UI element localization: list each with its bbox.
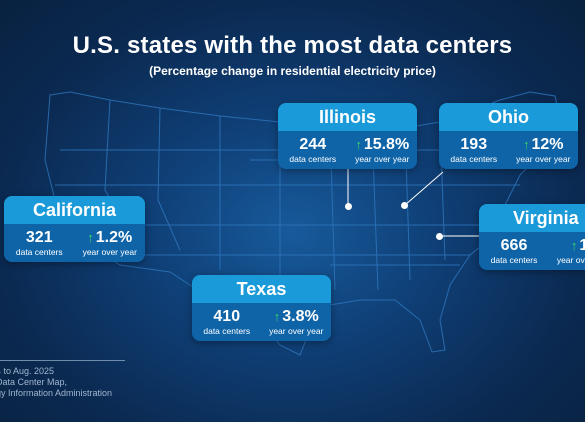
state-name-text: Virginia [513, 208, 579, 228]
state-name: Ohio [439, 103, 578, 131]
ohio-marker [401, 202, 408, 209]
up-arrow-icon: ↑ [355, 137, 362, 152]
texas-card: Texas 410 data centers ↑ 3.8% year over y… [192, 275, 331, 341]
data-center-count: 666 [500, 237, 528, 254]
page-subtitle: (Percentage change in residential electr… [149, 64, 436, 78]
price-change-label: year over year [82, 247, 137, 257]
price-change-label: year over year [556, 255, 585, 265]
data-center-count: 193 [460, 136, 488, 153]
data-center-count: 410 [213, 308, 241, 325]
state-name: California [4, 196, 145, 224]
ohio-card: Ohio 193 data centers ↑ 12% year over yea… [439, 103, 578, 169]
price-change-label: year over year [516, 154, 571, 164]
source-note: 4 to Aug. 2025 Data Center Map, gy Infor… [0, 366, 112, 399]
data-center-label: data centers [490, 255, 538, 265]
source-line-1: 4 to Aug. 2025 [0, 366, 55, 376]
price-change: 3.8% [282, 308, 319, 325]
data-center-label: data centers [450, 154, 498, 164]
price-change: 15.8% [363, 136, 410, 153]
up-arrow-icon: ↑ [522, 137, 530, 152]
virginia-marker [436, 233, 443, 240]
price-change-label: year over year [269, 326, 324, 336]
data-center-count: 321 [25, 229, 53, 246]
source-divider [0, 360, 125, 361]
price-change: 12% [531, 136, 564, 153]
page-title: U.S. states with the most data centers [72, 32, 513, 59]
up-arrow-icon: ↑ [273, 309, 281, 324]
state-name: Virginia [479, 204, 585, 232]
illinois-card: Illinois 244 data centers ↑ 15.8% year ov… [278, 103, 417, 169]
source-line-3: gy Information Administration [0, 388, 113, 398]
source-line-2: Data Center Map, [0, 377, 68, 387]
up-arrow-icon: ↑ [570, 238, 578, 253]
data-center-label: data centers [203, 326, 251, 336]
price-change-label: year over year [355, 154, 410, 164]
price-change: 1.2% [95, 229, 133, 246]
up-arrow-icon: ↑ [87, 230, 94, 245]
data-center-label: data centers [289, 154, 337, 164]
virginia-card: Virginia 666 data centers ↑13 year over … [479, 204, 585, 270]
state-name: Texas [192, 275, 331, 303]
ohio-connector [404, 171, 444, 206]
state-name: Illinois [278, 103, 417, 131]
data-center-label: data centers [15, 247, 63, 257]
california-card: California 321 data centers ↑ 1.2% year o… [4, 196, 145, 262]
data-center-count: 244 [299, 136, 327, 153]
illinois-marker [345, 203, 352, 210]
price-change: 13 [579, 237, 585, 254]
